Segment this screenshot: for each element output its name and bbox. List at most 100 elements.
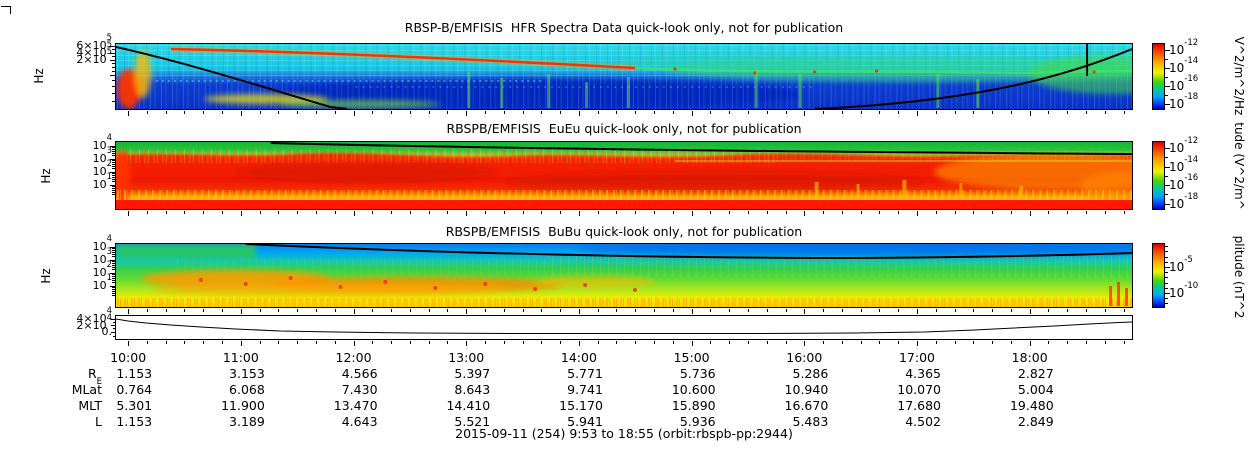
tick-mark: [597, 309, 599, 312]
tick-mark: [1010, 309, 1012, 312]
tick-mark: [372, 341, 374, 344]
tick-mark: [1104, 341, 1106, 344]
ephemeris-value: 14.410: [446, 398, 491, 413]
tick-mark: [879, 211, 881, 214]
tick-mark: [841, 341, 843, 344]
tick-mark: [804, 211, 806, 216]
tick-mark: [973, 111, 975, 114]
tick-mark: [860, 309, 862, 312]
bubu-cb-tick-label: 10-10: [1169, 281, 1199, 300]
tick-mark: [165, 309, 167, 312]
eueu-ytick-label: 103: [92, 146, 112, 165]
tick-mark: [1029, 111, 1031, 116]
tick-mark: [428, 111, 430, 114]
bubu-ylabel: Hz: [39, 268, 53, 284]
tick-mark: [691, 341, 693, 346]
tick-mark: [1067, 309, 1069, 312]
ephemeris-row-label-mlat: MLat: [71, 382, 102, 397]
tick-mark: [278, 211, 280, 214]
tick-mark: [541, 211, 543, 214]
tick-mark: [315, 309, 317, 312]
tick-mark: [112, 292, 115, 294]
tick-mark: [391, 341, 393, 344]
tick-mark: [1048, 309, 1050, 312]
tick-mark: [391, 211, 393, 214]
tick-mark: [447, 341, 449, 344]
tick-mark: [112, 288, 115, 290]
tick-mark: [110, 60, 115, 61]
tick-mark: [823, 341, 825, 344]
bubu-cb-unit-label: plitude (nT^2: [1232, 235, 1246, 319]
tick-mark: [112, 155, 115, 157]
tick-mark: [111, 325, 115, 326]
eueu-cb-tick-label: 10-16: [1169, 173, 1199, 192]
eueu-title: RBSPB/EMFISIS EuEu quick-look only, not …: [446, 121, 802, 136]
tick-mark: [110, 53, 115, 54]
tick-mark: [616, 211, 618, 214]
tick-mark: [1123, 111, 1125, 114]
tick-mark: [111, 332, 115, 333]
tick-mark: [1165, 251, 1168, 253]
time-tick-label: 11:00: [222, 350, 259, 365]
tick-mark: [1165, 175, 1168, 177]
tick-mark: [112, 56, 115, 57]
tick-mark: [259, 211, 261, 214]
bfield-ytick-label: 0.: [101, 325, 113, 338]
hfr-ytick-label: 4×105: [76, 41, 112, 59]
tick-mark: [1165, 303, 1168, 305]
time-tick-label: 18:00: [1011, 350, 1048, 365]
tick-mark: [428, 309, 430, 312]
tick-mark: [785, 341, 787, 344]
tick-mark: [578, 309, 580, 314]
ephemeris-value: 11.900: [221, 398, 265, 413]
tick-mark: [128, 341, 130, 346]
tick-mark: [259, 341, 261, 344]
hfr-spectrogram: [115, 43, 1133, 110]
tick-mark: [898, 341, 900, 344]
tick-mark: [1123, 211, 1125, 214]
tick-mark: [954, 111, 956, 114]
tick-mark: [112, 279, 115, 281]
tick-mark: [804, 111, 806, 116]
tick-mark: [353, 341, 355, 346]
tick-mark: [992, 211, 994, 214]
tick-mark: [353, 309, 355, 314]
tick-mark: [1165, 282, 1168, 284]
tick-mark: [1067, 111, 1069, 114]
tick-mark: [112, 269, 115, 271]
tick-mark: [315, 111, 317, 114]
ephemeris-row-label-mlt: MLT: [78, 398, 102, 413]
tick-mark: [112, 67, 115, 68]
eueu-ytick-label: 104: [92, 133, 112, 152]
tick-mark: [747, 309, 749, 312]
tick-mark: [841, 111, 843, 114]
tick-mark: [917, 211, 918, 216]
tick-mark: [503, 211, 505, 214]
tick-mark: [1165, 267, 1170, 269]
bubu-ytick-label: 103: [92, 247, 112, 266]
tick-mark: [1165, 287, 1168, 289]
tick-mark: [1029, 341, 1031, 346]
tick-mark: [823, 211, 825, 214]
ephemeris-value: 6.068: [229, 382, 265, 397]
tick-mark: [1010, 211, 1012, 214]
tick-mark: [110, 260, 115, 261]
tick-mark: [635, 309, 637, 312]
tick-mark: [973, 309, 975, 312]
tick-mark: [747, 341, 749, 344]
tick-mark: [541, 111, 543, 114]
tick-mark: [841, 211, 843, 214]
tick-mark: [297, 211, 299, 214]
tick-mark: [112, 148, 115, 150]
ephemeris-value: 5.936: [679, 414, 716, 429]
tick-mark: [111, 319, 115, 320]
tick-mark: [654, 111, 656, 114]
tick-mark: [297, 341, 299, 344]
tick-mark: [1165, 103, 1170, 105]
tick-mark: [503, 309, 505, 312]
tick-mark: [503, 341, 505, 344]
tick-mark: [766, 309, 768, 312]
hfr-ylabel: Hz: [32, 68, 46, 84]
tick-mark: [110, 247, 115, 248]
tick-mark: [654, 309, 656, 312]
